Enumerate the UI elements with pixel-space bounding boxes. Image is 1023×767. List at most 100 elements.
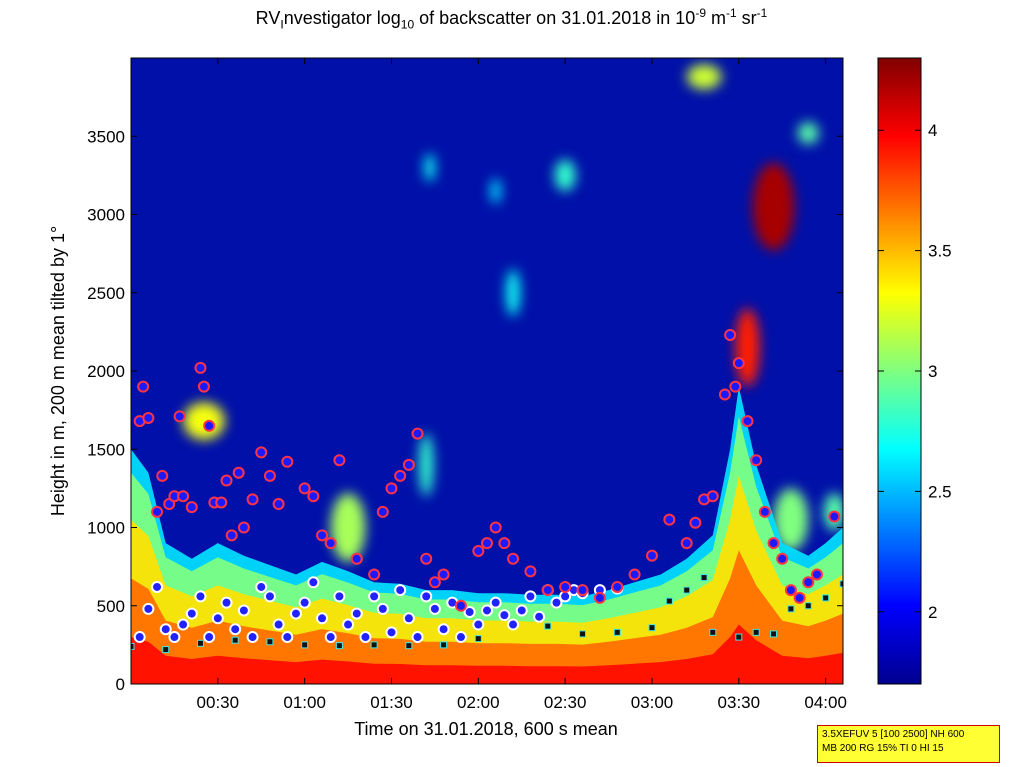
detected-marker-27 <box>324 537 337 550</box>
x-tick-label: 04:00 <box>804 693 847 712</box>
base-marker-13 <box>579 630 587 638</box>
detected-marker-39 <box>454 599 467 612</box>
lower-marker-27 <box>368 590 381 603</box>
x-tick-label: 01:00 <box>283 693 326 712</box>
base-marker-19 <box>709 628 717 636</box>
detected-marker-20 <box>255 446 268 459</box>
detected-marker-53 <box>663 513 676 526</box>
lower-marker-41 <box>489 596 502 609</box>
detected-marker-31 <box>376 505 389 518</box>
boundary-layer <box>131 386 843 684</box>
cloud-blob-2 <box>735 308 760 387</box>
detected-marker-52 <box>645 549 658 562</box>
base-marker-15 <box>648 624 656 632</box>
cloud-blob-11 <box>773 488 809 551</box>
lower-marker-18 <box>289 607 302 620</box>
colorbar-gradient <box>877 57 922 685</box>
y-tick-label: 0 <box>116 675 125 694</box>
detected-marker-47 <box>559 580 572 593</box>
lower-marker-30 <box>394 584 407 597</box>
info-line-1: 3.5XEFUV 5 [100 2500] NH 600 <box>822 729 965 740</box>
detected-marker-55 <box>689 516 702 529</box>
detected-marker-57 <box>706 490 719 503</box>
detected-marker-71 <box>828 510 841 523</box>
detected-marker-63 <box>750 454 763 467</box>
lower-marker-38 <box>463 606 476 619</box>
base-marker-0 <box>131 642 135 650</box>
base-marker-12 <box>544 622 552 630</box>
colorbar-tick-label: 2 <box>928 603 937 622</box>
lower-marker-39 <box>472 618 485 631</box>
lower-marker-10 <box>220 596 233 609</box>
colorbar-tick-label: 3 <box>928 362 937 381</box>
lower-marker-19 <box>298 596 311 609</box>
detected-marker-28 <box>333 454 346 467</box>
detected-marker-16 <box>225 529 238 542</box>
x-tick-label: 03:00 <box>631 693 674 712</box>
lower-marker-33 <box>420 590 433 603</box>
y-tick-label: 1500 <box>87 440 125 459</box>
lower-marker-22 <box>324 631 337 644</box>
cloud-blob-3 <box>330 493 366 562</box>
y-tick-label: 1000 <box>87 519 125 538</box>
detected-marker-24 <box>298 482 311 495</box>
y-tick-label: 2500 <box>87 284 125 303</box>
detected-marker-8 <box>177 490 190 503</box>
detected-marker-32 <box>385 482 398 495</box>
detected-marker-67 <box>784 584 797 597</box>
detected-marker-21 <box>263 469 276 482</box>
detected-marker-46 <box>541 584 554 597</box>
detected-marker-60 <box>729 380 742 393</box>
lower-marker-28 <box>376 602 389 615</box>
base-marker-21 <box>752 628 760 636</box>
lower-marker-37 <box>454 631 467 644</box>
base-marker-23 <box>787 605 795 613</box>
cloud-blob-8 <box>424 153 435 182</box>
detected-marker-12 <box>203 419 216 432</box>
detected-marker-11 <box>197 380 210 393</box>
colorbar: 2 2.5 3 3.5 4 <box>877 57 952 685</box>
plot-area <box>131 58 843 684</box>
detected-marker-26 <box>316 529 329 542</box>
lower-marker-8 <box>203 631 216 644</box>
lower-marker-20 <box>307 576 320 589</box>
detected-marker-54 <box>680 537 693 550</box>
y-axis: 0 500 1000 1500 2000 2500 3000 3500 <box>87 127 843 694</box>
lower-marker-12 <box>237 604 250 617</box>
detected-marker-14 <box>215 496 228 509</box>
base-marker-20 <box>735 633 743 641</box>
base-marker-9 <box>440 641 448 649</box>
lower-marker-3 <box>159 623 172 636</box>
detected-marker-36 <box>420 552 433 565</box>
detected-marker-35 <box>411 427 424 440</box>
detected-marker-48 <box>576 584 589 597</box>
y-tick-label: 500 <box>97 597 125 616</box>
y-axis-label: Height in m, 200 m mean tilted by 1° <box>48 226 68 516</box>
detected-marker-40 <box>472 544 485 557</box>
detected-marker-69 <box>802 576 815 589</box>
detected-marker-49 <box>593 591 606 604</box>
base-marker-1 <box>162 646 170 654</box>
detected-marker-19 <box>246 493 259 506</box>
colorbar-tick-label: 2.5 <box>928 482 952 501</box>
detected-marker-25 <box>307 490 320 503</box>
lower-marker-23 <box>333 590 346 603</box>
lower-marker-42 <box>498 609 511 622</box>
base-marker-5 <box>301 641 309 649</box>
lower-marker-44 <box>515 604 528 617</box>
colorbar-ticks: 2 2.5 3 3.5 4 <box>878 121 952 622</box>
detected-marker-2 <box>142 411 155 424</box>
colorbar-tick-label: 3.5 <box>928 242 952 261</box>
lower-marker-24 <box>342 618 355 631</box>
detected-marker-38 <box>437 568 450 581</box>
detected-marker-17 <box>232 466 245 479</box>
base-marker-26 <box>839 580 843 588</box>
detected-marker-42 <box>489 521 502 534</box>
detected-marker-15 <box>220 474 233 487</box>
base-marker-10 <box>474 635 482 643</box>
lower-marker-31 <box>402 612 415 625</box>
lower-marker-15 <box>263 590 276 603</box>
lower-marker-46 <box>533 610 546 623</box>
detected-marker-3 <box>151 505 164 518</box>
